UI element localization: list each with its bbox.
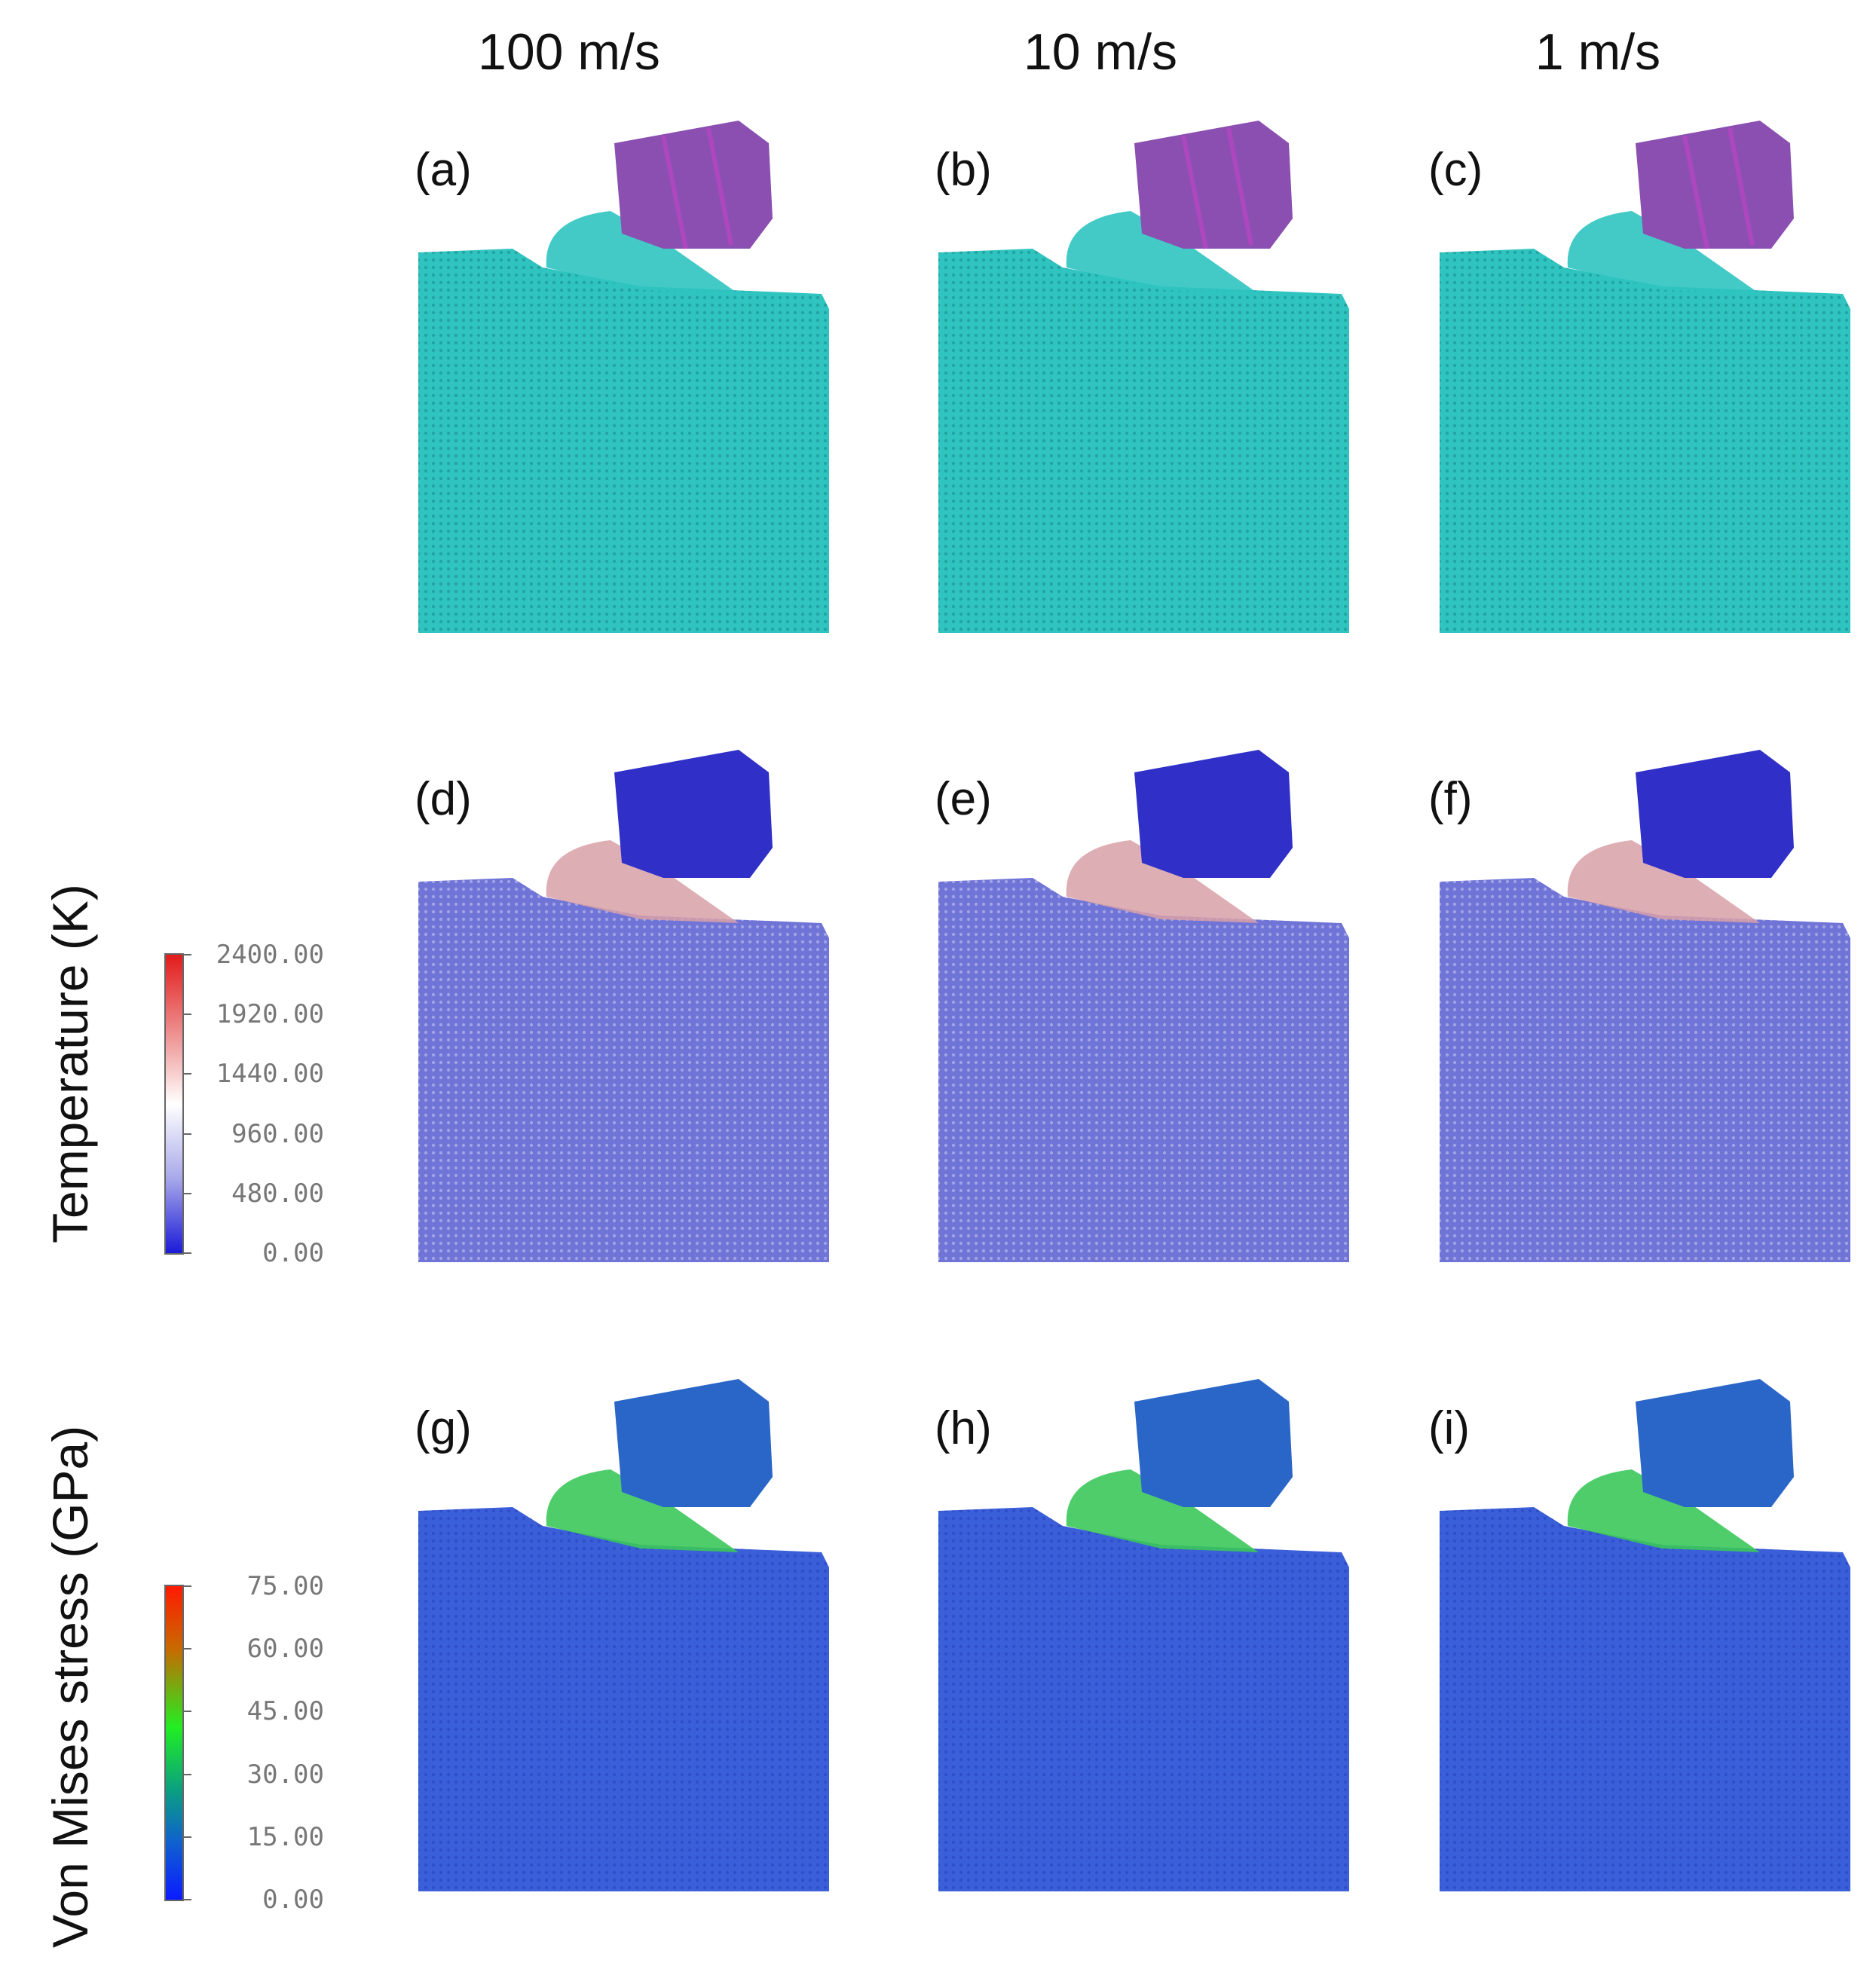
colorbar-tick-label: 1440.00 [216,1059,324,1090]
colorbar-tick-label: 960.00 [231,1118,324,1149]
panel-label: (d) [415,773,472,825]
cutting-tool [1636,1379,1794,1507]
chip-region [546,211,739,294]
chip-region [1567,840,1760,923]
chip-region [1567,211,1760,294]
column-header-100: 100 m/s [478,23,660,81]
colorbar-tick-mark [184,1073,191,1075]
workpiece-substrate [418,1507,829,1891]
chip-region [1066,1469,1259,1552]
panel-label: (h) [935,1402,992,1454]
colorbar-tick-label: 75.00 [246,1571,324,1601]
md-snapshot-temperature [418,750,829,1262]
colorbar-tick-mark [184,954,191,955]
panel-h: (h) [935,1379,1372,1906]
workpiece-substrate [938,249,1349,633]
column-header-10: 10 m/s [1023,23,1178,81]
cutting-tool [1134,1379,1293,1507]
panel-a: (a) [415,121,852,648]
panel-c: (c) [1428,121,1865,648]
cutting-tool [1636,750,1794,878]
colorbar-tick-mark [184,1773,191,1775]
md-snapshot-structure [938,121,1349,633]
chip-region [1066,211,1259,294]
cutting-tool [614,1379,773,1507]
chip-region [1567,1469,1760,1552]
row-title-stress: Von Mises stress (GPa) [42,1425,98,1948]
colorbar-tick-mark [184,1836,191,1838]
cutting-tool [1636,121,1794,249]
colorbar-tick-label: 2400.00 [216,940,324,970]
tool-stripe [661,127,733,249]
colorbar-tick-mark [184,1252,191,1254]
temperature-colorbar [164,953,184,1255]
colorbar-tick-mark [184,1133,191,1135]
stress-colorbar [164,1585,184,1901]
colorbar-tick-label: 0.00 [262,1885,324,1915]
workpiece-substrate [1440,1507,1850,1891]
chip-region [1066,840,1259,923]
panel-g: (g) [415,1379,852,1906]
colorbar-tick-mark [184,1192,191,1194]
workpiece-substrate [418,878,829,1262]
workpiece-substrate [1440,878,1850,1262]
workpiece-substrate [418,249,829,633]
md-snapshot-structure [418,121,829,633]
cutting-tool [614,750,773,878]
panel-label: (g) [415,1402,472,1454]
colorbar-tick-label: 45.00 [246,1696,324,1727]
md-snapshot-stress [938,1379,1349,1891]
cutting-tool [1134,750,1293,878]
panel-e: (e) [935,750,1372,1277]
tool-stripe [1682,127,1755,249]
panel-label: (c) [1428,144,1483,196]
colorbar-tick-label: 60.00 [246,1634,324,1665]
colorbar-tick-label: 30.00 [246,1759,324,1790]
panel-label: (i) [1428,1402,1471,1454]
colorbar-tick-mark [184,1585,191,1587]
colorbar-tick-label: 480.00 [231,1178,324,1209]
workpiece-substrate [1440,249,1850,633]
workpiece-substrate [938,1507,1349,1891]
colorbar-tick-label: 0.00 [262,1238,324,1268]
cutting-tool [614,121,773,249]
md-snapshot-temperature [1440,750,1850,1262]
md-snapshot-structure [1440,121,1850,633]
panel-b: (b) [935,121,1372,648]
panel-f: (f) [1428,750,1865,1277]
md-snapshot-temperature [938,750,1349,1262]
chip-region [546,840,739,923]
panel-d: (d) [415,750,852,1277]
column-header-1: 1 m/s [1535,23,1661,81]
colorbar-tick-mark [184,1711,191,1713]
colorbar-tick-label: 15.00 [246,1821,324,1852]
panel-label: (b) [935,144,992,196]
chip-region [546,1469,739,1552]
colorbar-tick-mark [184,1899,191,1900]
colorbar-tick-mark [184,1014,191,1016]
colorbar-tick-mark [184,1648,191,1650]
md-snapshot-stress [1440,1379,1850,1891]
panel-label: (f) [1428,773,1473,825]
row-title-temperature: Temperature (K) [42,884,98,1243]
panel-label: (a) [415,144,472,196]
md-snapshot-stress [418,1379,829,1891]
cutting-tool [1134,121,1293,249]
workpiece-substrate [938,878,1349,1262]
tool-stripe [1181,127,1253,249]
colorbar-tick-label: 1920.00 [216,999,324,1030]
panel-label: (e) [935,773,992,825]
panel-i: (i) [1428,1379,1865,1906]
